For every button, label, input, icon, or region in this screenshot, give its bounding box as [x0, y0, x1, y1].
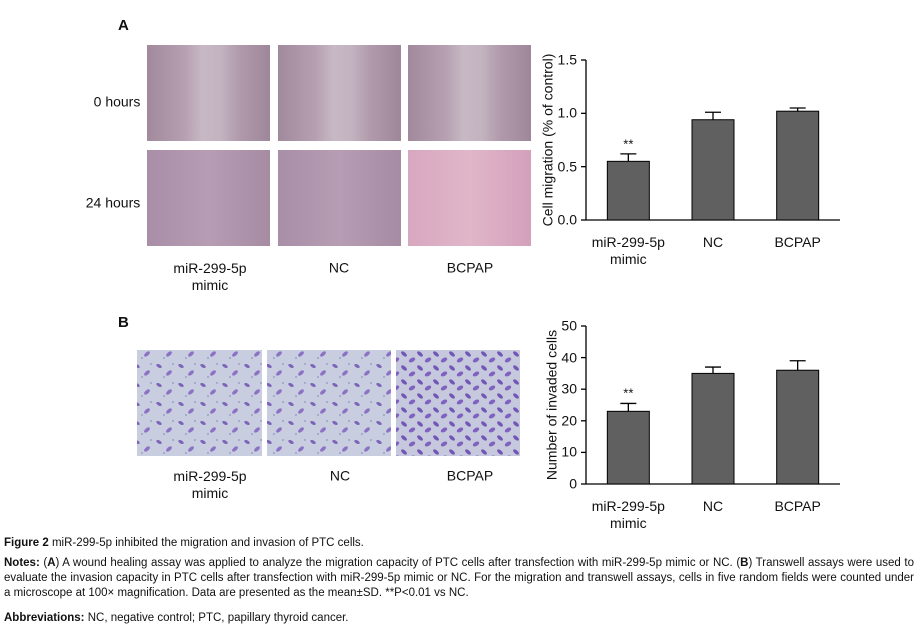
caption-abbreviations: Abbreviations: NC, negative control; PTC… [4, 611, 914, 626]
y-tick-label: 30 [561, 380, 577, 397]
notes-run: B [740, 557, 749, 569]
error-bar [620, 153, 637, 162]
bar [776, 110, 820, 221]
column-label: NC [328, 259, 350, 276]
micrograph [137, 350, 262, 456]
y-tick-label: 20 [561, 412, 577, 429]
row-label: 24 hours [85, 194, 141, 211]
x-tick-label: NC [702, 234, 724, 250]
caption-title: Figure 2 miR-299-5p inhibited the migrat… [4, 536, 914, 551]
column-label: BCPAP [446, 467, 494, 484]
panel-label: A [118, 17, 129, 34]
notes-run: Notes: [4, 557, 40, 569]
micrograph [278, 150, 401, 246]
notes-run: A [47, 557, 56, 569]
error-bar [789, 107, 806, 112]
column-label: miR-299-5p mimic [173, 468, 247, 501]
error-bar [705, 366, 721, 374]
significance-mark: ** [623, 136, 634, 152]
column-label: miR-299-5p mimic [173, 260, 247, 293]
row-label: 0 hours [93, 93, 141, 110]
bar [606, 160, 650, 221]
error-bar [620, 402, 637, 412]
abbreviations-label: Abbreviations: [4, 612, 85, 624]
error-bar [789, 360, 806, 371]
micrograph [396, 350, 520, 456]
bar [691, 372, 735, 485]
panel-label: B [118, 314, 129, 331]
x-tick-label: BCPAP [774, 498, 821, 514]
y-tick-label: 0.0 [557, 211, 577, 228]
abbreviations-text: NC, negative control; PTC, papillary thy… [87, 612, 349, 624]
y-axis-label: Number of invaded cells [543, 329, 560, 481]
notes-run: ) Transwell assays were used to evaluate… [4, 557, 914, 599]
x-tick-label: BCPAP [774, 234, 821, 250]
y-tick-label: 10 [561, 443, 577, 460]
x-tick-label: miR-299-5p mimic [591, 234, 665, 267]
micrograph [408, 45, 531, 141]
bar [691, 119, 735, 221]
column-label: NC [329, 467, 351, 484]
column-label: BCPAP [446, 259, 494, 276]
y-tick-label: 40 [561, 349, 577, 366]
caption-notes: Notes: (A) A wound healing assay was app… [4, 556, 914, 601]
micrograph [278, 45, 401, 141]
y-tick-label: 0 [569, 475, 577, 492]
y-tick-label: 1.5 [557, 51, 577, 68]
bar [776, 369, 820, 485]
y-tick-label: 0.5 [557, 158, 577, 175]
micrograph [408, 150, 531, 246]
bar [606, 410, 650, 485]
y-axis-label: Cell migration (% of control) [539, 53, 556, 227]
x-tick-label: NC [702, 498, 724, 514]
caption-text: miR-299-5p inhibited the migration and i… [51, 537, 364, 549]
y-tick-label: 1.0 [557, 104, 577, 121]
micrograph [147, 150, 270, 246]
significance-mark: ** [623, 385, 634, 401]
micrograph [267, 350, 391, 456]
micrograph [147, 45, 270, 141]
notes-run: ) A wound healing assay was applied to a… [55, 557, 741, 569]
x-tick-label: miR-299-5p mimic [591, 498, 665, 531]
figure-label: Figure 2 [4, 537, 49, 549]
error-bar [705, 111, 721, 120]
y-tick-label: 50 [561, 317, 577, 334]
notes-run: ( [39, 557, 48, 569]
